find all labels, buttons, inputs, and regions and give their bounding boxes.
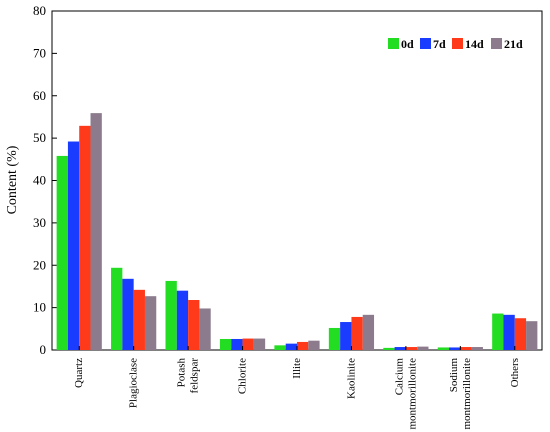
bar-0d xyxy=(383,347,395,350)
x-category-label: Quartz xyxy=(73,358,85,388)
bar-0d xyxy=(111,267,123,350)
x-category-label-line: Illite xyxy=(291,358,303,379)
bar-7d xyxy=(449,347,461,350)
x-axis: Quartz Plagioclase Potashfeldspar Chlorite I… xyxy=(73,346,521,430)
x-category-label: Illite xyxy=(291,358,303,379)
bar-7d xyxy=(122,278,134,350)
x-category-label-line: Chlorite xyxy=(237,358,249,394)
x-category-label: Plagioclase xyxy=(128,358,140,408)
legend-swatch-21d xyxy=(491,38,502,49)
bar-7d xyxy=(394,347,406,350)
bar-0d xyxy=(492,313,504,350)
bar-0d xyxy=(274,345,286,350)
bar-21d xyxy=(417,346,429,350)
bar-14d xyxy=(514,318,527,350)
bar-14d xyxy=(297,341,309,350)
legend-label-7d: 7d xyxy=(433,37,446,51)
y-axis-title: Content (%) xyxy=(5,145,20,214)
bar-7d xyxy=(285,343,297,350)
y-tick-label: 30 xyxy=(33,215,46,230)
bar-21d xyxy=(471,347,483,350)
bar-14d xyxy=(405,347,418,350)
x-category-label-line: Calcium xyxy=(393,358,405,396)
legend-label-21d: 21d xyxy=(504,37,523,51)
bar-14d xyxy=(79,125,91,351)
bar-0d xyxy=(219,338,232,350)
legend-swatch-7d xyxy=(420,38,431,49)
x-category-label-line: Others xyxy=(509,358,521,387)
legend-swatch-14d xyxy=(452,38,463,49)
y-tick-label: 10 xyxy=(33,300,46,315)
bars-group xyxy=(56,113,538,351)
bar-0d xyxy=(165,280,177,350)
bar-14d xyxy=(460,347,472,350)
y-tick-label: 0 xyxy=(40,342,47,357)
legend-label-0d: 0d xyxy=(401,37,414,51)
x-category-label-line: Quartz xyxy=(73,358,85,388)
x-category-label: Potashfeldspar xyxy=(176,358,201,394)
bar-21d xyxy=(90,113,102,350)
bar-7d xyxy=(503,314,515,350)
x-category-label-line: Potash xyxy=(176,358,188,388)
bar-14d xyxy=(242,338,254,350)
y-tick-label: 70 xyxy=(33,45,46,60)
bar-7d xyxy=(67,141,80,350)
y-tick-label: 40 xyxy=(33,173,46,188)
x-category-label-line: montmorillonite xyxy=(461,358,473,430)
bar-7d xyxy=(231,338,243,350)
legend: 0d 7d 14d 21d xyxy=(388,37,523,51)
x-category-label: Calciummontmorillonite xyxy=(393,358,418,430)
bar-14d xyxy=(133,289,145,350)
bar-14d xyxy=(351,316,363,350)
y-tick-label: 20 xyxy=(33,257,46,272)
bar-14d xyxy=(188,299,200,350)
bar-21d xyxy=(199,308,211,350)
x-category-label: Others xyxy=(509,358,521,387)
bar-21d xyxy=(144,296,157,350)
x-category-label: Sodiummontmorillonite xyxy=(448,358,473,430)
x-category-label-line: feldspar xyxy=(189,358,201,394)
x-category-label: Kaolinite xyxy=(345,358,357,399)
bar-7d xyxy=(340,322,352,350)
bar-0d xyxy=(56,155,68,350)
bar-21d xyxy=(362,314,375,350)
y-tick-label: 50 xyxy=(33,130,46,145)
bar-0d xyxy=(328,327,341,350)
bar-21d xyxy=(526,321,538,350)
bar-7d xyxy=(176,290,189,350)
bar-21d xyxy=(253,338,266,350)
x-category-label-line: Plagioclase xyxy=(128,358,140,408)
x-category-label: Chlorite xyxy=(237,358,249,394)
bar-21d xyxy=(308,340,320,350)
y-axis: 0 10 20 30 40 50 60 70 80 xyxy=(33,3,57,357)
y-tick-label: 60 xyxy=(33,88,46,103)
x-category-label-line: Kaolinite xyxy=(345,358,357,399)
legend-label-14d: 14d xyxy=(465,37,484,51)
y-tick-label: 80 xyxy=(33,3,46,18)
legend-swatch-0d xyxy=(388,38,399,49)
x-category-label-line: montmorillonite xyxy=(406,358,418,430)
bar-0d xyxy=(437,347,450,350)
x-category-label-line: Sodium xyxy=(448,358,460,393)
